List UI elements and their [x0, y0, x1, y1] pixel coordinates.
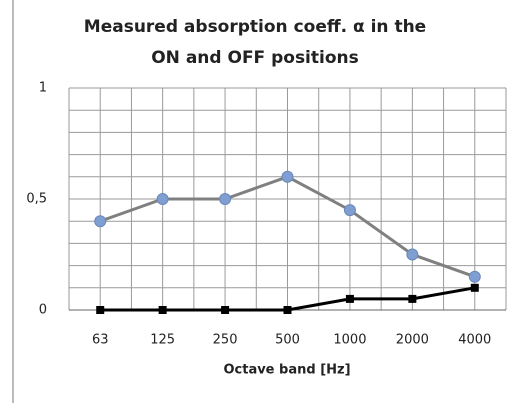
- x-tick-label: 250: [213, 333, 238, 348]
- point: [221, 306, 230, 314]
- y-tick-label: 1: [39, 81, 47, 96]
- point: [96, 306, 105, 314]
- y-tick-label: 0,5: [26, 192, 47, 207]
- point: [94, 215, 107, 228]
- point: [408, 294, 417, 303]
- point: [219, 193, 232, 205]
- point: [345, 294, 354, 303]
- x-tick-label: 4000: [458, 333, 491, 348]
- point: [281, 170, 294, 183]
- x-axis-label: Octave band [Hz]: [223, 363, 350, 378]
- point: [470, 283, 479, 292]
- x-tick-label: 2000: [396, 333, 429, 348]
- x-tick-label: 125: [150, 333, 175, 348]
- x-tick-label: 500: [275, 333, 300, 348]
- point: [156, 193, 169, 205]
- point: [343, 204, 356, 217]
- y-tick-label: 0: [39, 303, 47, 318]
- point: [283, 306, 292, 314]
- chart-title: ON and OFF positions: [151, 48, 359, 68]
- x-tick-label: 1000: [333, 333, 366, 348]
- point: [468, 270, 481, 283]
- point: [158, 306, 167, 314]
- chart-title: Measured absorption coeff. α in the: [84, 17, 426, 37]
- x-tick-label: 63: [92, 333, 109, 348]
- point: [406, 248, 419, 261]
